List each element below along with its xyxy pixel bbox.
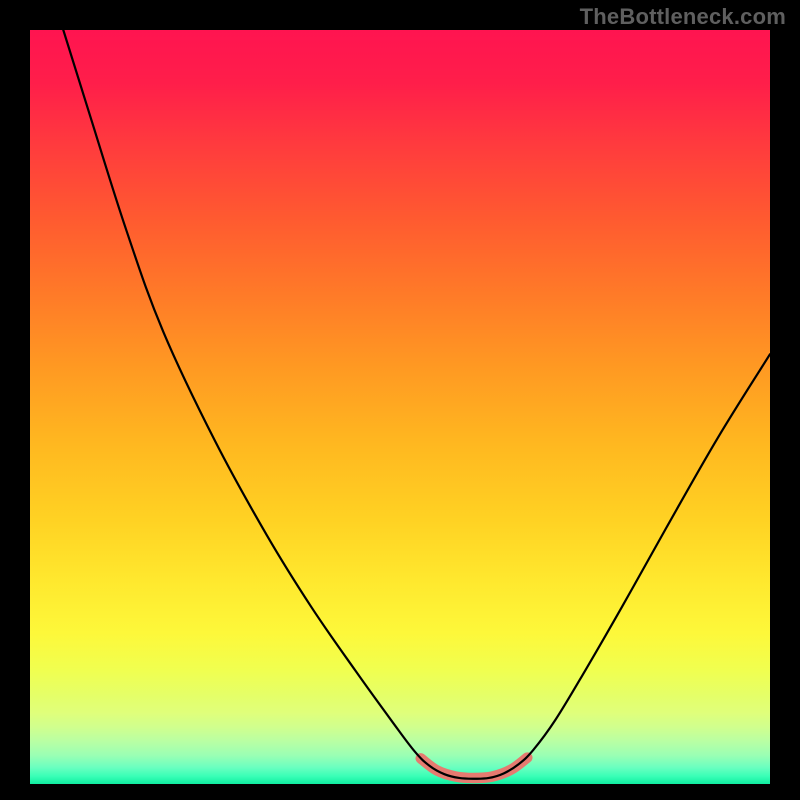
plot-background <box>30 30 770 784</box>
chart-frame: TheBottleneck.com <box>0 0 800 800</box>
bottleneck-curve-plot <box>0 0 800 800</box>
watermark-text: TheBottleneck.com <box>580 4 786 30</box>
